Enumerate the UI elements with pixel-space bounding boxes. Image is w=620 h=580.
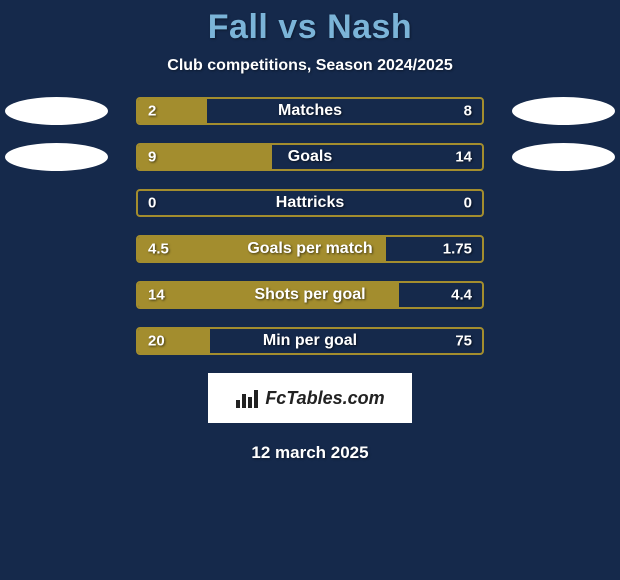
stat-value-right: 75 — [455, 333, 472, 350]
stat-value-right: 8 — [464, 103, 472, 120]
stat-value-left: 14 — [148, 287, 165, 304]
chart-bars-icon — [235, 388, 259, 408]
subtitle: Club competitions, Season 2024/2025 — [0, 57, 620, 75]
stat-label: Shots per goal — [254, 286, 365, 304]
stat-bar-fill — [138, 145, 272, 169]
player-badge-left — [5, 143, 108, 171]
spacer — [5, 281, 108, 309]
footer-date: 12 march 2025 — [0, 443, 620, 463]
brand-logo: FcTables.com — [208, 373, 412, 423]
stat-bar: 9 Goals 14 — [136, 143, 484, 171]
stat-label: Goals — [288, 148, 332, 166]
stat-value-right: 14 — [455, 149, 472, 166]
stat-row: 20 Min per goal 75 — [0, 327, 620, 355]
stat-value-left: 4.5 — [148, 241, 169, 258]
stat-label: Hattricks — [276, 194, 344, 212]
spacer — [5, 235, 108, 263]
stat-bar: 20 Min per goal 75 — [136, 327, 484, 355]
player-badge-left — [5, 97, 108, 125]
stat-label: Goals per match — [247, 240, 372, 258]
stat-value-left: 2 — [148, 103, 156, 120]
stat-value-right: 0 — [464, 195, 472, 212]
stat-bar: 14 Shots per goal 4.4 — [136, 281, 484, 309]
stat-bar: 4.5 Goals per match 1.75 — [136, 235, 484, 263]
stat-value-left: 9 — [148, 149, 156, 166]
comparison-chart: Fall vs Nash Club competitions, Season 2… — [0, 0, 620, 463]
stat-row: 14 Shots per goal 4.4 — [0, 281, 620, 309]
stat-row: 0 Hattricks 0 — [0, 189, 620, 217]
stat-bar: 2 Matches 8 — [136, 97, 484, 125]
spacer — [5, 327, 108, 355]
brand-text: FcTables.com — [265, 388, 384, 409]
bars-container: 2 Matches 8 9 Goals 14 0 Hattricks 0 4.5 Goals per… — [0, 97, 620, 355]
stat-value-left: 20 — [148, 333, 165, 350]
stat-row: 9 Goals 14 — [0, 143, 620, 171]
stat-value-right: 1.75 — [443, 241, 472, 258]
stat-value-left: 0 — [148, 195, 156, 212]
stat-value-right: 4.4 — [451, 287, 472, 304]
spacer — [512, 281, 615, 309]
stat-label: Matches — [278, 102, 342, 120]
player-badge-right — [512, 143, 615, 171]
stat-label: Min per goal — [263, 332, 357, 350]
spacer — [512, 235, 615, 263]
spacer — [5, 189, 108, 217]
page-title: Fall vs Nash — [0, 8, 620, 47]
stat-row: 2 Matches 8 — [0, 97, 620, 125]
stat-bar: 0 Hattricks 0 — [136, 189, 484, 217]
spacer — [512, 189, 615, 217]
stat-row: 4.5 Goals per match 1.75 — [0, 235, 620, 263]
spacer — [512, 327, 615, 355]
player-badge-right — [512, 97, 615, 125]
